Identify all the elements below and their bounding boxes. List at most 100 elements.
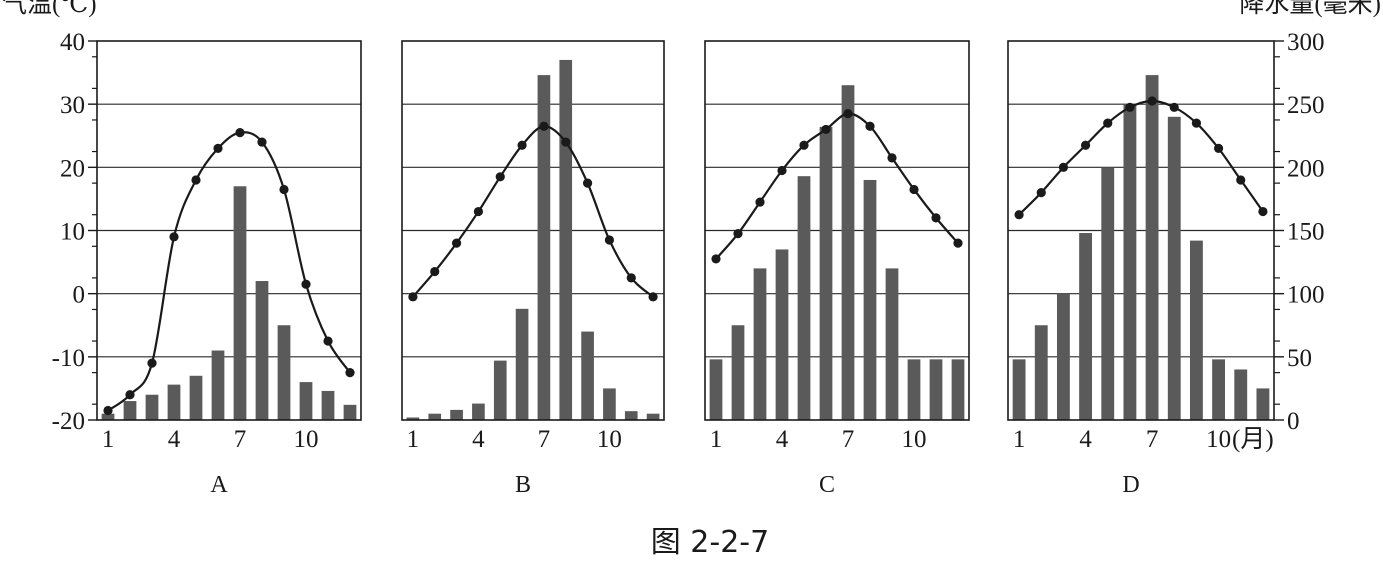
plot-frame	[704, 40, 970, 421]
temperature-point	[1080, 140, 1091, 150]
temperature-line	[107, 131, 351, 412]
chart-panel-b: 1 4 7 10 B	[401, 40, 665, 498]
temperature-point	[755, 197, 765, 207]
precipitation-bar	[406, 417, 420, 420]
temperature-point	[799, 140, 809, 150]
x-tick-label: 1	[1013, 426, 1026, 453]
temperature-point	[147, 358, 157, 368]
temperature-point	[1014, 210, 1024, 220]
y-tick-label-precipitation: 200	[1287, 155, 1325, 182]
temperature-point	[103, 405, 113, 416]
chart-panel-c: 1 4 7 10 C	[704, 40, 970, 498]
x-tick-label: 1	[102, 426, 115, 453]
temperature-point	[953, 238, 963, 248]
y-tick-label-precipitation: 50	[1287, 345, 1312, 372]
temperature-point	[279, 184, 289, 195]
panel-label: A	[210, 472, 228, 498]
temperature-point	[648, 292, 658, 302]
temperature-point	[1125, 102, 1135, 112]
right-axis-title: 降水量(毫米)	[1239, 0, 1381, 18]
temperature-point	[887, 153, 897, 163]
temperature-point	[1169, 102, 1179, 112]
x-tick-label: 7	[538, 426, 551, 453]
precipitation-bar	[731, 325, 745, 420]
x-tick-label: 1	[407, 426, 420, 453]
y-tick-label-precipitation: 300	[1287, 29, 1325, 56]
precipitation-bar	[101, 413, 115, 420]
panel-label: B	[515, 472, 531, 498]
temperature-point	[1147, 96, 1157, 106]
temperature-point	[1103, 118, 1113, 128]
temperature-point	[865, 121, 875, 131]
y-tick-label-temperature: -20	[52, 408, 85, 435]
temperature-point	[169, 232, 179, 242]
precipitation-bar	[167, 384, 181, 420]
precipitation-bar	[753, 268, 767, 420]
temperature-point	[821, 124, 831, 135]
precipitation-bar	[1234, 369, 1248, 420]
precipitation-bar	[1101, 167, 1115, 420]
precipitation-bar	[841, 85, 855, 420]
temperature-point	[843, 109, 853, 119]
precipitation-bar	[1079, 233, 1093, 420]
panel-label: C	[819, 472, 835, 498]
x-tick-label: 7	[234, 426, 247, 453]
precipitation-bar	[211, 350, 225, 420]
temperature-point	[235, 127, 245, 138]
temperature-point	[1213, 143, 1224, 153]
x-tick-label: 4	[472, 426, 485, 453]
x-tick-label: 10	[902, 426, 927, 453]
left-axis-title: 气温(℃)	[2, 0, 97, 18]
precipitation-bar	[515, 308, 529, 420]
precipitation-bar	[775, 249, 789, 420]
precipitation-bar	[277, 325, 291, 420]
temperature-point	[257, 137, 267, 147]
temperature-point	[473, 206, 484, 217]
precipitation-bar	[581, 331, 594, 420]
temperature-point	[191, 175, 201, 185]
y-tick-label-temperature: 20	[60, 155, 85, 182]
precipitation-bar	[189, 375, 203, 420]
temperature-point	[1036, 188, 1046, 198]
x-tick-label: 4	[1079, 426, 1092, 453]
precipitation-bar	[1212, 359, 1226, 420]
precipitation-bar	[493, 360, 507, 420]
x-tick-label: 7	[1146, 426, 1159, 453]
temperature-line	[715, 112, 959, 260]
x-tick-label: 10	[597, 426, 622, 453]
temperature-point	[430, 266, 440, 277]
y-tick-label-temperature: 30	[60, 92, 85, 119]
temperature-point	[909, 184, 919, 195]
precipitation-bar	[123, 401, 137, 420]
temperature-point	[517, 140, 527, 150]
precipitation-bar	[1012, 359, 1026, 420]
temperature-point	[301, 279, 311, 289]
temperature-point	[626, 273, 636, 283]
precipitation-bar	[299, 382, 313, 420]
temperature-point	[1236, 175, 1246, 185]
precipitation-bar	[450, 409, 463, 420]
temperature-point	[777, 165, 787, 176]
precipitation-bar	[646, 413, 660, 420]
precipitation-bar	[603, 388, 616, 420]
climate-panels: 1 4 7 10 A -20 -10 0 10 20 30 40 1 4 7 10 B 1 4 7 10 C 1 4 7 10 D 0…	[52, 29, 1325, 498]
precipitation-bar	[885, 268, 899, 420]
temperature-point	[604, 235, 615, 245]
x-tick-label: 4	[776, 426, 789, 453]
precipitation-bar	[1167, 116, 1181, 421]
y-tick-label-temperature: 40	[60, 29, 85, 56]
temperature-point	[561, 137, 571, 147]
temperature-line	[1018, 99, 1264, 216]
panel-label: D	[1122, 472, 1139, 498]
temperature-point	[1058, 162, 1069, 172]
temperature-point	[711, 254, 721, 264]
temperature-point	[451, 238, 462, 248]
x-tick-label: 10	[1206, 426, 1231, 453]
x-tick-label: 4	[168, 426, 181, 453]
temperature-point	[539, 121, 549, 131]
precipitation-bar	[907, 359, 921, 420]
precipitation-bar	[819, 126, 833, 420]
precipitation-bar	[951, 359, 965, 420]
y-tick-label-temperature: 0	[73, 282, 86, 309]
